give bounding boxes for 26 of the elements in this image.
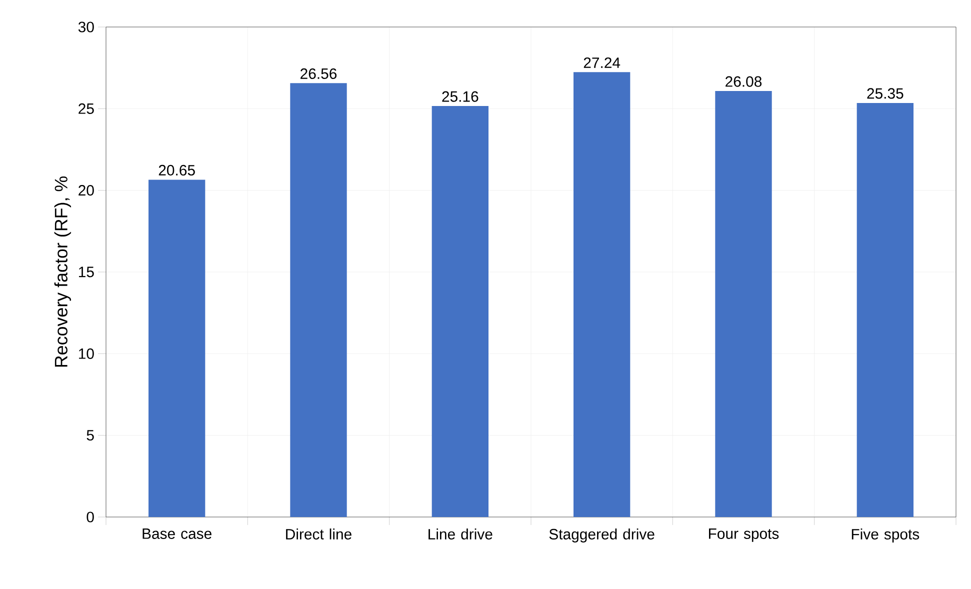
y-tick-label: 5 <box>86 430 94 441</box>
y-tick-label: 30 <box>78 22 94 32</box>
bar <box>148 180 206 517</box>
x-tick-label: Four spots <box>709 528 779 542</box>
bar <box>432 106 488 517</box>
data-label: 25.35 <box>867 88 904 99</box>
data-label: 26.08 <box>726 76 762 87</box>
bar <box>856 102 914 517</box>
y-tick-label: 0 <box>86 512 94 522</box>
y-tick-label: 10 <box>78 348 94 359</box>
data-label: 20.65 <box>158 164 195 176</box>
x-tick-label: Base case <box>142 528 212 539</box>
bar <box>574 72 630 517</box>
y-tick-label: 25 <box>78 103 94 114</box>
bar <box>290 83 347 517</box>
x-tick-label: Direct line <box>286 528 352 540</box>
y-tick-label: 15 <box>78 266 94 278</box>
y-axis-title: Recovery factor (RF), % <box>54 176 72 367</box>
x-tick-label: Staggered drive <box>549 528 654 542</box>
x-tick-label: Five spots <box>852 528 920 542</box>
data-label: 26.56 <box>300 68 337 79</box>
bar <box>715 91 772 517</box>
x-tick-label: Line drive <box>428 528 492 540</box>
data-label: 27.24 <box>584 57 620 68</box>
data-label: 25.16 <box>442 91 478 102</box>
y-tick-label: 20 <box>78 185 94 196</box>
